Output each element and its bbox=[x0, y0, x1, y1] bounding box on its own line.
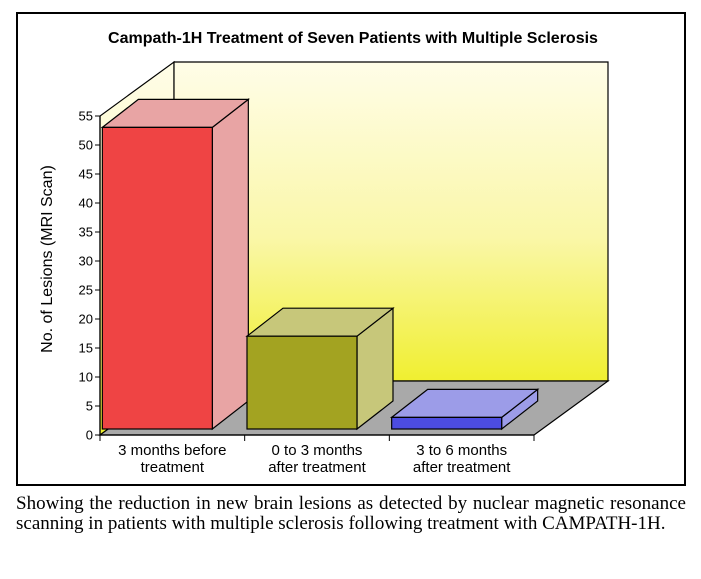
bar-3 bbox=[389, 388, 540, 431]
y-tick-label: 40 bbox=[79, 196, 93, 211]
x-category-label-line: treatment bbox=[141, 459, 205, 476]
y-tick-label: 15 bbox=[79, 341, 93, 356]
y-tick-label: 5 bbox=[86, 399, 93, 414]
chart-title: Campath-1H Treatment of Seven Patients w… bbox=[108, 30, 598, 47]
y-tick-label: 50 bbox=[79, 138, 93, 153]
y-tick-label: 55 bbox=[79, 109, 93, 124]
x-category-label-line: 3 months before bbox=[118, 442, 226, 459]
y-tick-label: 35 bbox=[79, 225, 93, 240]
bar-chart: Campath-1H Treatment of Seven Patients w… bbox=[39, 30, 610, 476]
x-category-label-line: 3 to 6 months bbox=[416, 442, 507, 459]
y-tick-label: 45 bbox=[79, 167, 93, 182]
bar-1 bbox=[100, 98, 251, 431]
y-tick-label: 10 bbox=[79, 370, 93, 385]
x-category-label-line: 0 to 3 months bbox=[272, 442, 363, 459]
bar-front bbox=[246, 335, 358, 430]
y-axis-title: No. of Lesions (MRI Scan) bbox=[39, 165, 56, 353]
figure-caption: Showing the reduction in new brain lesio… bbox=[16, 493, 686, 534]
x-category-label: 3 to 6 months after treatment bbox=[413, 442, 511, 476]
x-category-label-line: after treatment bbox=[268, 459, 366, 476]
y-tick-label: 20 bbox=[79, 312, 93, 327]
x-category-label: 3 months before treatment bbox=[118, 442, 226, 476]
y-tick-label: 30 bbox=[79, 254, 93, 269]
bar-2 bbox=[245, 306, 395, 431]
y-tick-label: 25 bbox=[79, 283, 93, 298]
x-category-label: 0 to 3 months after treatment bbox=[268, 442, 366, 476]
y-tick-label: 0 bbox=[86, 428, 93, 443]
chart-frame: Campath-1H Treatment of Seven Patients w… bbox=[16, 12, 686, 486]
bar-front bbox=[391, 416, 503, 430]
bar-front bbox=[101, 126, 213, 430]
x-category-label-line: after treatment bbox=[413, 459, 511, 476]
bar-side bbox=[211, 98, 249, 431]
